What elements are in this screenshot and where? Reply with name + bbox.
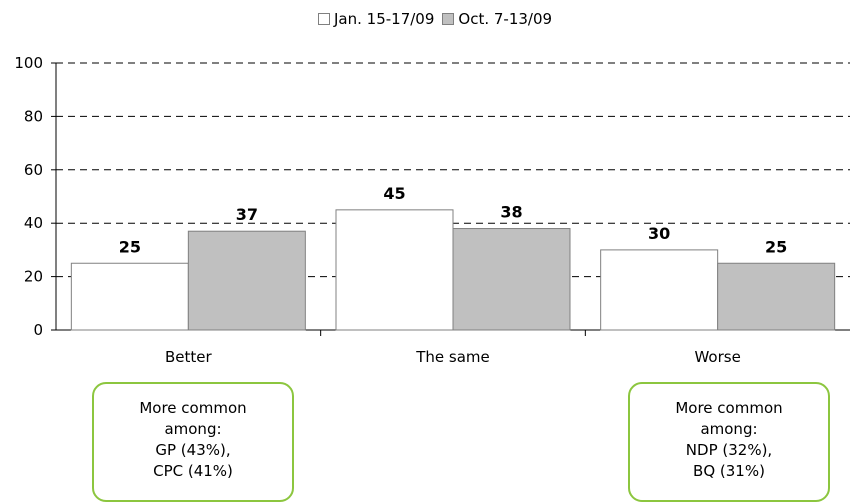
legend-label-series2: Oct. 7-13/09 xyxy=(458,10,553,28)
data-label-worse-series2: 25 xyxy=(765,237,787,256)
note-worse-line-1: More common xyxy=(675,399,783,417)
bar-chart: 0 20 40 60 80 100 25 37 Better 45 38 The same 30 25 Wo… xyxy=(14,54,850,366)
note-better-line-2: among: xyxy=(164,420,222,438)
y-tick-label-60: 60 xyxy=(24,161,43,179)
legend-item-series1: Jan. 15-17/09 xyxy=(318,10,434,28)
y-tick-label-100: 100 xyxy=(14,54,43,72)
y-tick-label-40: 40 xyxy=(24,214,43,232)
note-worse-line-4: BQ (31%) xyxy=(693,462,765,480)
note-worse-line-3: NDP (32%), xyxy=(685,441,773,459)
legend-item-series2: Oct. 7-13/09 xyxy=(442,10,552,28)
data-label-the-same-series2: 38 xyxy=(500,203,522,222)
bar-worse-series2 xyxy=(717,262,836,331)
bar-better-series2 xyxy=(187,230,306,331)
bar-the-same-series1 xyxy=(335,209,454,331)
note-better-line-3: GP (43%), xyxy=(155,441,231,459)
bar-better-series1 xyxy=(70,262,189,331)
x-category-label-worse: Worse xyxy=(694,348,740,366)
x-category-label-the-same: The same xyxy=(415,348,490,366)
y-tick-label-0: 0 xyxy=(33,321,43,339)
note-worse: More common among: NDP (32%), BQ (31%) xyxy=(628,382,830,502)
x-category-label-better: Better xyxy=(165,348,213,366)
legend-swatch-series1 xyxy=(318,13,330,25)
bar-worse-series1 xyxy=(600,249,719,331)
data-label-better-series1: 25 xyxy=(119,237,141,256)
note-better: More common among: GP (43%), CPC (41%) xyxy=(92,382,294,502)
data-label-the-same-series1: 45 xyxy=(383,184,405,203)
legend-label-series1: Jan. 15-17/09 xyxy=(334,10,435,28)
legend-swatch-series2 xyxy=(442,13,455,25)
data-label-worse-series1: 30 xyxy=(648,224,670,243)
y-tick-label-80: 80 xyxy=(24,107,43,125)
note-better-line-4: CPC (41%) xyxy=(153,462,233,480)
bar-the-same-series2 xyxy=(452,228,571,331)
chart-legend: Jan. 15-17/09 Oct. 7-13/09 xyxy=(318,10,560,28)
y-tick-label-20: 20 xyxy=(24,268,43,286)
data-label-better-series2: 37 xyxy=(236,205,258,224)
note-better-line-1: More common xyxy=(139,399,247,417)
note-worse-line-2: among: xyxy=(700,420,758,438)
